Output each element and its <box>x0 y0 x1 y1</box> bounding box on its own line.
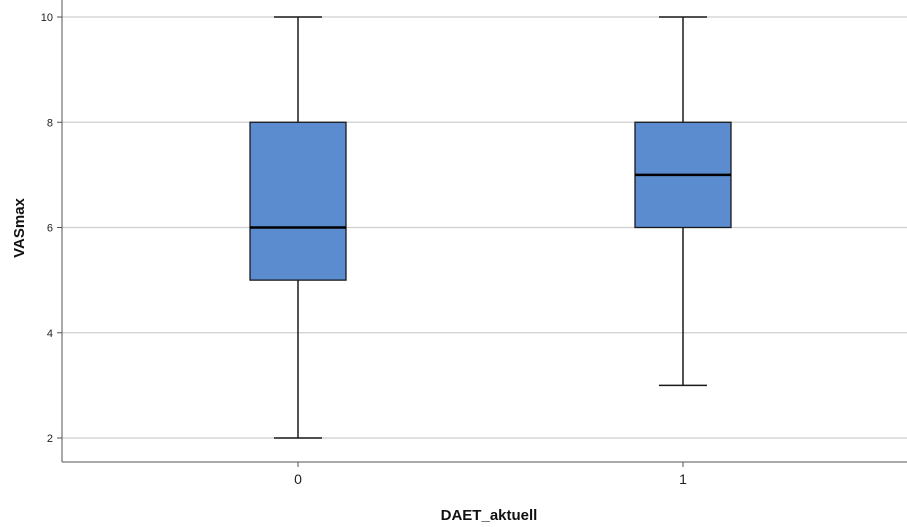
y-tick-label-8: 8 <box>47 117 53 129</box>
y-tick-label-2: 2 <box>47 433 53 445</box>
x-axis-title: DAET_aktuell <box>441 507 538 524</box>
boxes <box>249 16 732 439</box>
grid-lines <box>62 16 907 439</box>
iqr-box <box>249 121 347 281</box>
y-tick-label-6: 6 <box>47 223 53 235</box>
axes <box>61 0 907 463</box>
y-tick-label-4: 4 <box>47 328 53 340</box>
y-axis-ticks: 2 4 6 8 10 <box>41 12 62 445</box>
x-tick-label-0: 0 <box>294 471 302 487</box>
y-axis-title: VASmax <box>11 197 28 257</box>
box-0 <box>249 16 347 439</box>
y-tick-label-10: 10 <box>41 12 53 24</box>
x-tick-label-1: 1 <box>679 471 687 487</box>
box-1 <box>634 16 732 387</box>
